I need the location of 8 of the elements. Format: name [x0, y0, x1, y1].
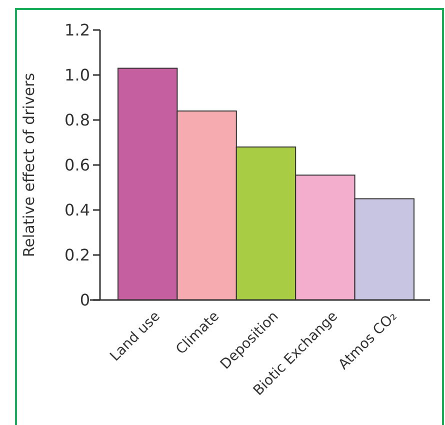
y-tick-label: 0.2 [64, 246, 90, 265]
y-tick-label: 0 [80, 290, 90, 310]
y-tick-label: 0.8 [64, 110, 90, 130]
y-axis-title: Relative effect of drivers [20, 72, 38, 258]
y-tick-label: 1.2 [64, 20, 90, 40]
y-tick-label: 1.0 [64, 66, 90, 85]
y-tick-label: 0.4 [64, 200, 90, 220]
y-tick-label: 0.6 [64, 156, 90, 175]
